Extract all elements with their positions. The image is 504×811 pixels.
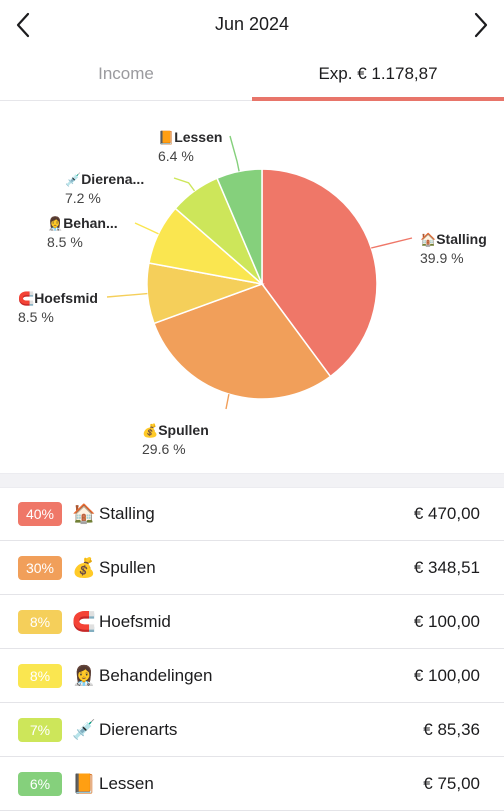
slice-label-behandelingen: 👩‍⚕️Behan...: [47, 215, 118, 232]
tab-expenses[interactable]: Exp. € 1.178,87: [318, 64, 438, 83]
category-row-behandelingen[interactable]: 8% 👩‍⚕️ Behandelingen € 100,00: [0, 649, 504, 703]
category-row-dierenarts[interactable]: 7% 💉 Dierenarts € 85,36: [0, 703, 504, 757]
month-title: Jun 2024: [214, 14, 290, 34]
tab-bar: Income Exp. € 1.178,87: [0, 50, 504, 101]
percent-badge: 7%: [18, 718, 62, 742]
slice-label-spullen: 💰Spullen: [142, 422, 209, 439]
active-tab-indicator: [252, 97, 504, 101]
percent-badge: 30%: [18, 556, 62, 580]
leader-line-spullen: [225, 393, 230, 410]
money-bag-icon: 💰: [72, 557, 96, 579]
category-name: Lessen: [99, 774, 154, 793]
pie-slice-lessen[interactable]: [216, 168, 263, 285]
percent-badge: 6%: [18, 772, 62, 796]
category-name: Hoefsmid: [99, 612, 171, 631]
category-amount: € 100,00: [413, 612, 480, 631]
slice-label-lessen: 📙Lessen: [158, 129, 222, 146]
tab-income[interactable]: Income: [98, 64, 154, 83]
category-name: Spullen: [99, 558, 156, 577]
magnet-icon: 🧲: [72, 611, 96, 633]
house-icon: 🏠: [72, 503, 96, 525]
slice-percent-dierenarts: 7.2 %: [65, 190, 101, 206]
leader-line-hoefsmid: [106, 292, 148, 298]
section-divider: [0, 473, 504, 488]
slice-label-dierenarts: 💉Dierena...: [65, 171, 144, 188]
header: Jun 2024: [0, 0, 504, 50]
leader-line-dierenarts: [173, 177, 196, 192]
health-worker-icon: 👩‍⚕️: [72, 665, 96, 687]
slice-percent-stalling: 39.9 %: [420, 250, 464, 266]
slice-percent-spullen: 29.6 %: [142, 441, 186, 457]
category-amount: € 75,00: [423, 774, 480, 793]
category-amount: € 85,36: [423, 720, 480, 739]
category-amount: € 100,00: [413, 666, 480, 685]
slice-percent-hoefsmid: 8.5 %: [18, 309, 54, 325]
category-name: Behandelingen: [99, 666, 213, 685]
percent-badge: 40%: [18, 502, 62, 526]
slice-percent-behandelingen: 8.5 %: [47, 234, 83, 250]
chevron-right-icon[interactable]: [466, 10, 494, 40]
slice-label-stalling: 🏠Stalling: [420, 231, 487, 248]
pie-chart-svg: 🏠Stalling 39.9 % 💰Spullen 29.6 % 🧲Hoefsmid 8.…: [18, 129, 487, 457]
category-name: Dierenarts: [99, 720, 178, 739]
percent-badge: 8%: [18, 610, 62, 634]
pie-slice-stalling[interactable]: [261, 168, 378, 378]
chevron-left-icon[interactable]: [10, 10, 38, 40]
slice-percent-lessen: 6.4 %: [158, 148, 194, 164]
percent-badge: 8%: [18, 664, 62, 688]
leader-line-behandelingen: [134, 222, 159, 235]
category-list: 40% 🏠 Stalling € 470,00 30% 💰 Spullen € …: [0, 487, 504, 811]
leader-line-stalling: [371, 237, 413, 249]
pie-chart: 🏠Stalling 39.9 % 💰Spullen 29.6 % 🧲Hoefsmid 8.…: [0, 101, 504, 473]
category-row-stalling[interactable]: 40% 🏠 Stalling € 470,00: [0, 487, 504, 541]
leader-line-lessen: [229, 135, 240, 172]
category-row-spullen[interactable]: 30% 💰 Spullen € 348,51: [0, 541, 504, 595]
syringe-icon: 💉: [72, 719, 96, 741]
category-amount: € 348,51: [413, 558, 480, 577]
category-row-hoefsmid[interactable]: 8% 🧲 Hoefsmid € 100,00: [0, 595, 504, 649]
slice-label-hoefsmid: 🧲Hoefsmid: [18, 290, 98, 307]
category-row-lessen[interactable]: 6% 📙 Lessen € 75,00: [0, 757, 504, 811]
book-icon: 📙: [72, 773, 96, 795]
category-name: Stalling: [99, 504, 155, 523]
category-amount: € 470,00: [413, 504, 480, 523]
